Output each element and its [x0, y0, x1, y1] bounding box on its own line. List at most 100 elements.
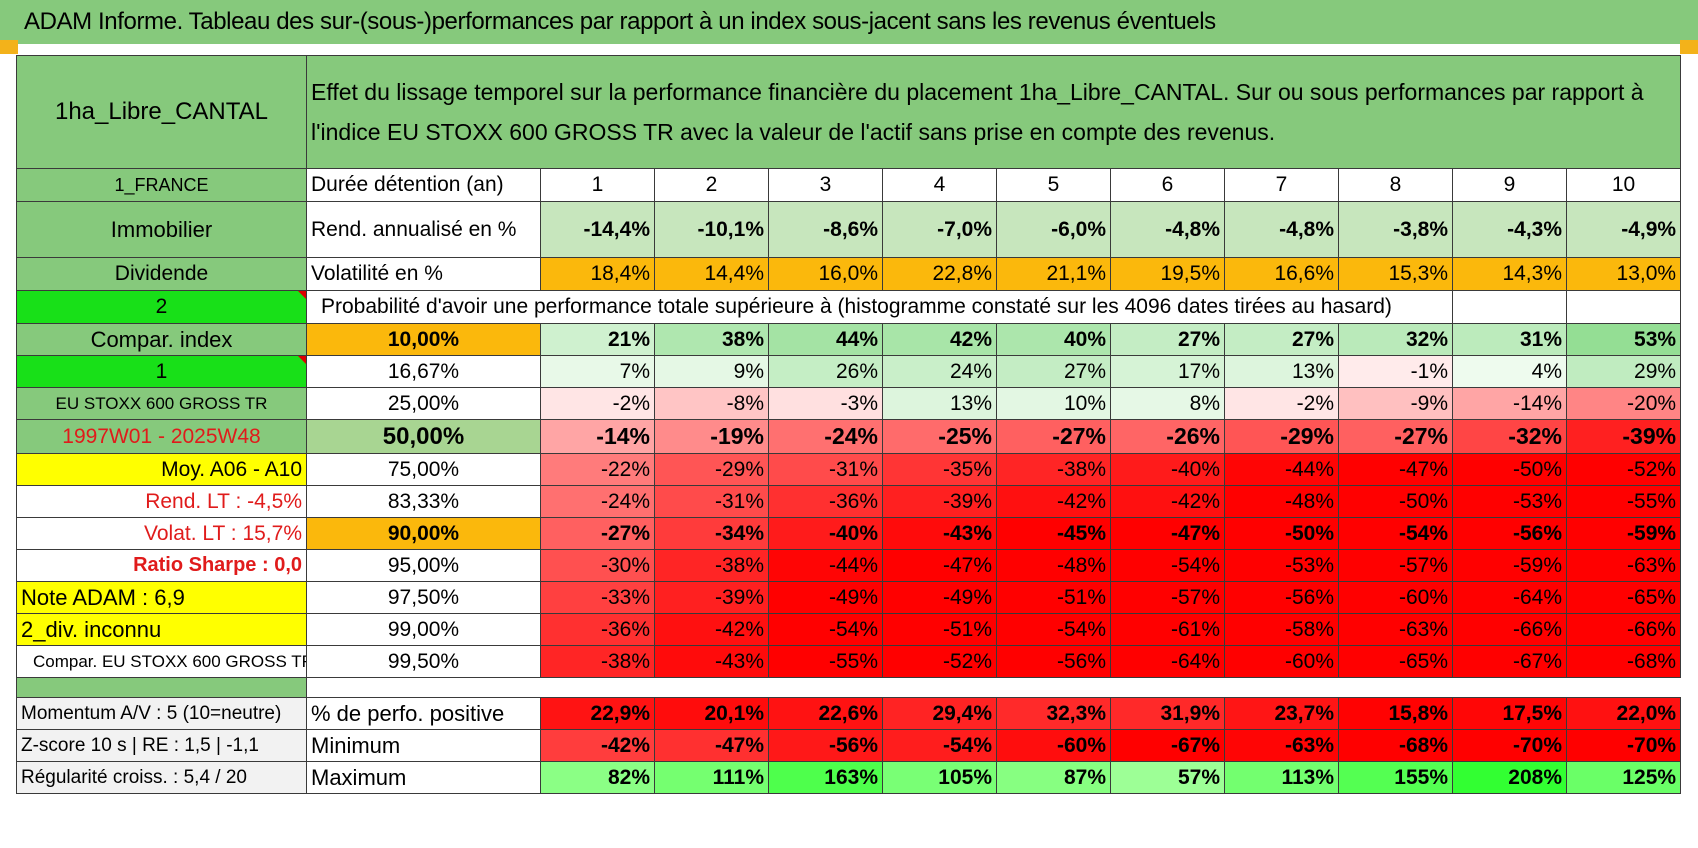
spacer-cell — [307, 678, 1681, 698]
probability-row: Volat. LT : 15,7% 90,00% -27% -34% -40% -43% -… — [16, 517, 1682, 550]
summary-cell: -70% — [1452, 729, 1567, 762]
probability-cell: -14% — [540, 419, 655, 454]
probability-cell: -2% — [540, 387, 655, 420]
return-cell: -7,0% — [882, 201, 997, 258]
probability-cell: -33% — [540, 581, 655, 614]
probability-cell: -39% — [882, 485, 997, 518]
volatility-row: Dividende Volatilité en % 18,4% 14,4% 16… — [16, 257, 1682, 291]
side-label: Compar. index — [16, 323, 307, 356]
probability-cell: 27% — [996, 355, 1111, 388]
probability-row: Ratio Sharpe : 0,0 95,00% -30% -38% -44% -47%… — [16, 549, 1682, 582]
probability-cell: -50% — [1224, 517, 1339, 550]
probability-cell: -53% — [1224, 549, 1339, 582]
probability-row: Rend. LT : -4,5% 83,33% -24% -31% -36% -39% -4… — [16, 485, 1682, 518]
probability-cell: -32% — [1452, 419, 1567, 454]
probability-cell: -27% — [996, 419, 1111, 454]
probability-cell: -65% — [1338, 645, 1453, 678]
return-row: Immobilier Rend. annualisé en % -14,4% -… — [16, 201, 1682, 258]
side-label: Volat. LT : 15,7% — [16, 517, 307, 550]
summary-cell: -70% — [1565, 729, 1682, 762]
side-label: 1997W01 - 2025W48 — [16, 419, 307, 454]
probability-cell: -30% — [540, 549, 655, 582]
year-header: 9 — [1452, 168, 1567, 202]
probability-cell: 26% — [768, 355, 883, 388]
side-label: Rend. LT : -4,5% — [16, 485, 307, 518]
year-header: 8 — [1338, 168, 1453, 202]
percentile-cell: 83,33% — [306, 485, 541, 518]
side-label: EU STOXX 600 GROSS TR — [16, 387, 307, 420]
probability-row: 2_div. inconnu 99,00% -36% -42% -54% -51% -54%… — [16, 613, 1682, 646]
summary-cell: 22,9% — [540, 697, 655, 730]
probability-cell: -57% — [1110, 581, 1225, 614]
summary-cell: 15,8% — [1338, 697, 1453, 730]
year-header: 7 — [1224, 168, 1339, 202]
spacer-cell — [16, 677, 307, 698]
probability-cell: -9% — [1338, 387, 1453, 420]
probability-cell: -54% — [768, 613, 883, 646]
summary-row: Régularité croiss. : 5,4 / 20 Maximum 82% 1… — [16, 761, 1682, 794]
probability-cell: -53% — [1452, 485, 1567, 518]
summary-cell: 82% — [540, 761, 655, 794]
probability-cell: -66% — [1452, 613, 1567, 646]
years-row: 1_FRANCE Durée détention (an) 1 2 3 4 5 … — [16, 168, 1682, 202]
summary-cell: -47% — [654, 729, 769, 762]
table-description: Effet du lissage temporel sur la perform… — [305, 55, 1682, 169]
summary-cell: 57% — [1110, 761, 1225, 794]
probability-cell: 44% — [768, 323, 883, 356]
probability-cell: -3% — [768, 387, 883, 420]
summary-side-label: Momentum A/V : 5 (10=neutre) — [16, 697, 307, 730]
volatility-cell: 21,1% — [996, 257, 1111, 291]
percentile-cell: 25,00% — [306, 387, 541, 420]
summary-label: Maximum — [306, 761, 541, 794]
probability-cell: 31% — [1452, 323, 1567, 356]
probability-cell: -55% — [768, 645, 883, 678]
probability-cell: -22% — [540, 453, 655, 486]
probability-row: EU STOXX 600 GROSS TR 25,00% -2% -8% -3% 13% 1… — [16, 387, 1682, 420]
probability-cell: -1% — [1338, 355, 1453, 388]
summary-cell: -68% — [1338, 729, 1453, 762]
probability-cell: 13% — [1224, 355, 1339, 388]
probability-cell: -49% — [882, 581, 997, 614]
probability-cell: -54% — [1110, 549, 1225, 582]
summary-cell: 22,6% — [768, 697, 883, 730]
probability-cell: -26% — [1110, 419, 1225, 454]
probability-cell: -45% — [996, 517, 1111, 550]
summary-row: Z-score 10 s | RE : 1,5 | -1,1 Minimum -42… — [16, 729, 1682, 762]
summary-label: Minimum — [306, 729, 541, 762]
percentile-cell: 99,50% — [306, 645, 541, 678]
probability-cell: -59% — [1452, 549, 1567, 582]
fund-name: 1ha_Libre_CANTAL — [16, 55, 307, 169]
probability-cell: -64% — [1110, 645, 1225, 678]
summary-row: Momentum A/V : 5 (10=neutre)% de perfo. … — [16, 697, 1682, 730]
summary-cell: -67% — [1110, 729, 1225, 762]
summary-cell: 113% — [1224, 761, 1339, 794]
volatility-cell: 14,4% — [654, 257, 769, 291]
probability-cell: -51% — [882, 613, 997, 646]
probability-cell: -48% — [996, 549, 1111, 582]
title-bar: ADAM Informe. Tableau des sur-(sous-)per… — [0, 0, 1698, 44]
return-cell: -3,8% — [1338, 201, 1453, 258]
year-header: 4 — [882, 168, 997, 202]
probability-cell: 10% — [996, 387, 1111, 420]
probability-cell: -27% — [1338, 419, 1453, 454]
percentile-cell: 90,00% — [306, 517, 541, 550]
summary-label: % de perfo. positive — [306, 697, 541, 730]
probability-cell: -66% — [1565, 613, 1682, 646]
left-marker — [0, 40, 18, 54]
probability-cell: -64% — [1452, 581, 1567, 614]
volatility-cell: 16,6% — [1224, 257, 1339, 291]
probability-cell: -40% — [1110, 453, 1225, 486]
probability-cell: -34% — [654, 517, 769, 550]
probability-row: Note ADAM : 6,9 97,50% -33% -39% -49% -49% -51… — [16, 581, 1682, 614]
side-label: Ratio Sharpe : 0,0 — [16, 549, 307, 582]
probability-cell: -68% — [1565, 645, 1682, 678]
probability-cell: 13% — [882, 387, 997, 420]
percentile-cell: 97,50% — [306, 581, 541, 614]
probability-cell: 29% — [1565, 355, 1682, 388]
return-cell: -4,3% — [1452, 201, 1567, 258]
probability-cell: -47% — [1338, 453, 1453, 486]
probability-cell: -43% — [654, 645, 769, 678]
summary-cell: -63% — [1224, 729, 1339, 762]
probability-cell: 24% — [882, 355, 997, 388]
probability-cell: -31% — [768, 453, 883, 486]
